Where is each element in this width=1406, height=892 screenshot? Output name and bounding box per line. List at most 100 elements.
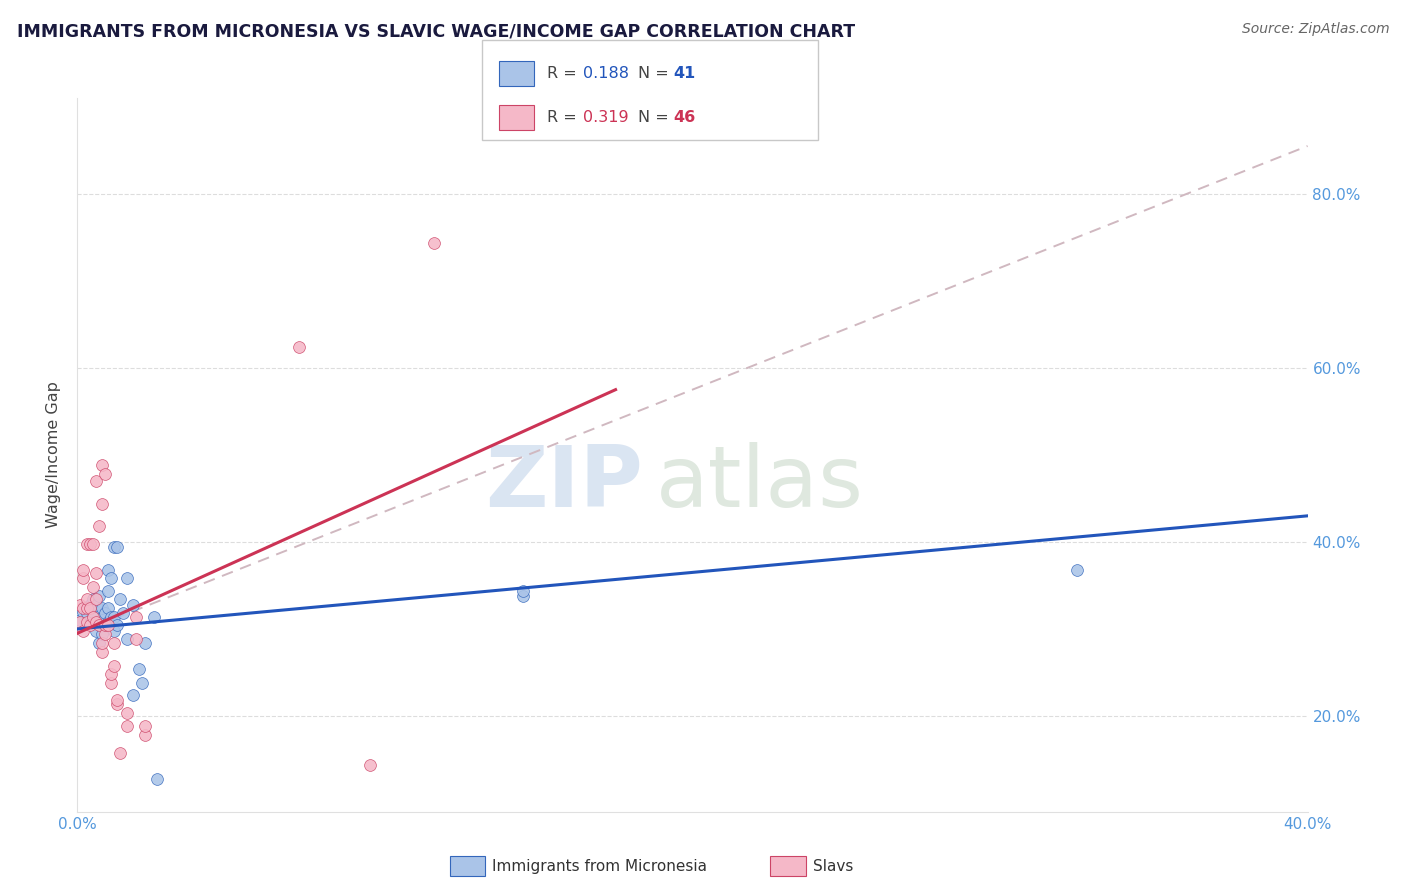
Point (110, 592, 132, 607)
Point (359, 757, 381, 772)
Text: 41: 41 (673, 65, 696, 80)
Point (97, 583, 120, 598)
Text: R =: R = (547, 65, 582, 80)
Text: Slavs: Slavs (813, 859, 853, 873)
Point (110, 746, 132, 760)
Point (87, 615, 110, 629)
Point (94, 618, 117, 632)
Point (84, 566, 107, 581)
Text: N =: N = (638, 65, 675, 80)
Point (79, 598, 101, 612)
Point (94, 607, 117, 621)
Point (103, 624, 125, 638)
Text: Immigrants from Micronesia: Immigrants from Micronesia (492, 859, 707, 873)
Text: ZIP: ZIP (485, 442, 644, 525)
Point (90, 627, 114, 641)
Point (125, 632, 148, 647)
Text: 0.188: 0.188 (583, 65, 630, 80)
Point (423, 235, 446, 250)
Point (143, 609, 166, 624)
Point (115, 632, 138, 647)
Point (512, 589, 534, 603)
Point (115, 572, 138, 586)
Point (121, 598, 143, 612)
Point (87, 519, 110, 533)
Text: R =: R = (547, 110, 582, 125)
Point (105, 693, 128, 707)
Point (76, 607, 98, 621)
Point (84, 474, 107, 488)
Point (79, 618, 101, 632)
Point (100, 572, 122, 586)
Point (87, 636, 110, 650)
Point (87, 618, 110, 632)
Point (134, 719, 156, 733)
Point (84, 615, 107, 629)
Point (103, 658, 125, 673)
Text: N =: N = (638, 110, 675, 125)
Point (82, 537, 104, 551)
Point (131, 676, 153, 690)
Point (97, 563, 120, 577)
Point (103, 636, 125, 650)
Point (76, 601, 98, 615)
Point (103, 609, 125, 624)
Point (79, 601, 101, 615)
Point (105, 697, 128, 711)
Point (90, 609, 114, 624)
Point (84, 592, 107, 607)
Point (146, 772, 169, 786)
Point (87, 589, 110, 603)
Point (100, 667, 122, 681)
Point (76, 615, 98, 629)
Point (121, 688, 143, 702)
Point (94, 467, 117, 481)
Point (90, 636, 114, 650)
Point (103, 540, 125, 554)
Point (90, 644, 114, 658)
Text: Source: ZipAtlas.com: Source: ZipAtlas.com (1241, 22, 1389, 37)
Point (82, 592, 104, 607)
Point (105, 618, 128, 632)
Point (105, 540, 128, 554)
Point (512, 583, 534, 598)
Point (82, 580, 104, 594)
Point (90, 497, 114, 511)
Text: 46: 46 (673, 110, 696, 125)
Point (115, 719, 138, 733)
Point (72, 563, 94, 577)
Point (97, 601, 120, 615)
Point (76, 537, 98, 551)
Point (112, 607, 135, 621)
Point (288, 340, 311, 354)
Point (90, 601, 114, 615)
Text: atlas: atlas (655, 442, 863, 525)
Point (94, 627, 117, 641)
Point (72, 605, 94, 619)
Point (97, 615, 120, 629)
Point (72, 572, 94, 586)
Point (100, 609, 122, 624)
Point (72, 601, 94, 615)
Point (94, 618, 117, 632)
Y-axis label: Wage/Income Gap: Wage/Income Gap (46, 382, 62, 528)
Point (125, 609, 148, 624)
Point (128, 662, 150, 676)
Point (69, 613, 91, 627)
Point (69, 615, 91, 629)
Point (84, 598, 107, 612)
Point (69, 598, 91, 612)
Text: IMMIGRANTS FROM MICRONESIA VS SLAVIC WAGE/INCOME GAP CORRELATION CHART: IMMIGRANTS FROM MICRONESIA VS SLAVIC WAG… (17, 22, 855, 40)
Point (134, 728, 156, 742)
Point (115, 706, 138, 720)
Point (90, 458, 114, 473)
Point (97, 618, 120, 632)
Point (84, 624, 107, 638)
Point (79, 537, 101, 551)
Point (72, 624, 94, 638)
Text: 0.319: 0.319 (583, 110, 628, 125)
Point (1066, 563, 1088, 577)
Point (134, 636, 156, 650)
Point (82, 609, 104, 624)
Point (100, 676, 122, 690)
